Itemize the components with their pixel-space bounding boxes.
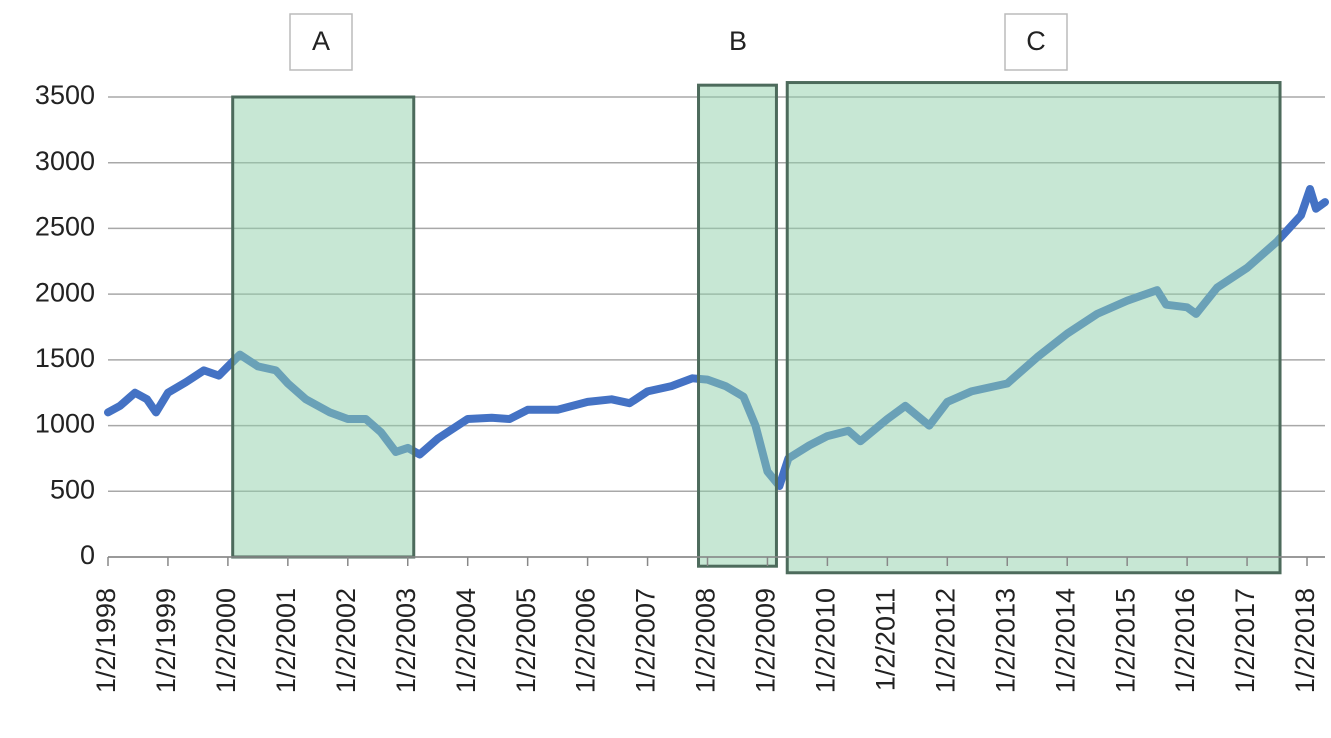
x-tick-label: 1/2/2001 — [271, 588, 301, 693]
x-tick-label: 1/2/2002 — [331, 588, 361, 693]
x-tick-label: 1/2/2018 — [1290, 588, 1320, 693]
y-tick-label: 3500 — [35, 80, 95, 110]
x-tick-label: 1/2/2013 — [990, 588, 1020, 693]
y-tick-label: 2500 — [35, 212, 95, 242]
x-tick-label: 1/2/2016 — [1170, 588, 1200, 693]
x-tick-label: 1/2/2017 — [1230, 588, 1260, 693]
x-tick-label: 1/2/2005 — [511, 588, 541, 693]
regions — [231, 81, 1282, 575]
annotation-box — [1004, 13, 1068, 71]
region — [231, 95, 416, 559]
x-tick-label: 1/2/2010 — [811, 588, 841, 693]
y-tick-label: 2000 — [35, 277, 95, 307]
y-tick-label: 500 — [50, 474, 95, 504]
y-tick-label: 0 — [80, 540, 95, 570]
y-tick-label: 3000 — [35, 146, 95, 176]
annotation: B — [729, 26, 747, 56]
x-tick-label: 1/2/2012 — [930, 588, 960, 693]
annotation: C — [1026, 26, 1046, 56]
x-tick-label: 1/2/2009 — [751, 588, 781, 693]
x-tick-label: 1/2/2007 — [631, 588, 661, 693]
x-tick-label: 1/2/2011 — [870, 588, 900, 691]
x-tick-label: 1/2/2015 — [1110, 588, 1140, 693]
x-tick-label: 1/2/2003 — [391, 588, 421, 693]
x-tick-label: 1/2/1998 — [91, 588, 121, 693]
x-tick-label: 1/2/2008 — [691, 588, 721, 693]
region — [785, 81, 1282, 575]
x-tick-label: 1/2/2004 — [451, 588, 481, 693]
x-tick-label: 1/2/2014 — [1050, 588, 1080, 693]
y-tick-label: 1500 — [35, 343, 95, 373]
x-tick-label: 1/2/2006 — [571, 588, 601, 693]
axes: 0 500 1000 1500 2000 2500 3000 3500 1/2/1998 1/2/… — [35, 80, 1325, 693]
region — [697, 83, 778, 568]
x-tick-label: 1/2/1999 — [151, 588, 181, 693]
annotation: A — [312, 26, 330, 56]
x-tick-label: 1/2/2000 — [211, 588, 241, 693]
y-tick-label: 1000 — [35, 409, 95, 439]
annotation-box — [289, 13, 353, 71]
